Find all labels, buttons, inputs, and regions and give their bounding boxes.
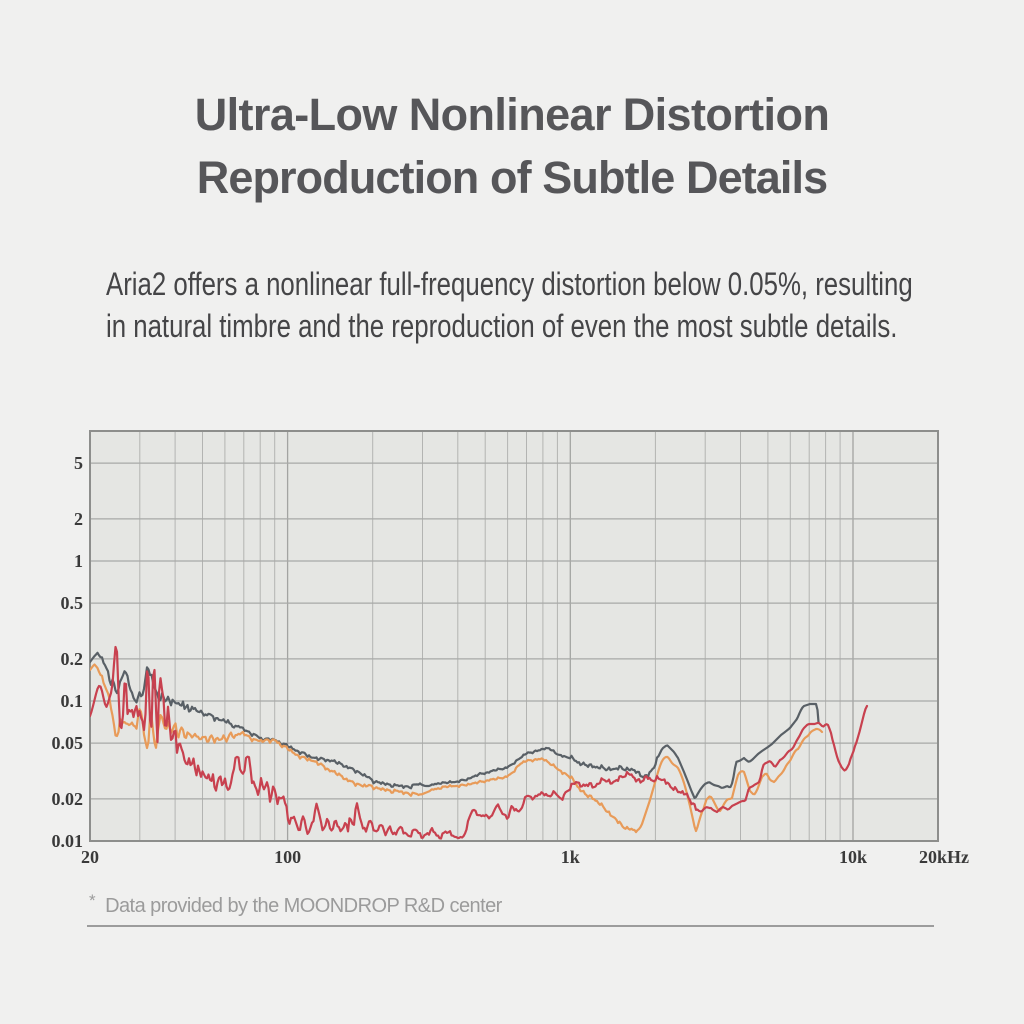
svg-text:10k: 10k bbox=[839, 847, 867, 867]
svg-text:0.05: 0.05 bbox=[52, 733, 84, 753]
svg-text:0.2: 0.2 bbox=[61, 649, 84, 669]
svg-text:1: 1 bbox=[74, 551, 83, 571]
svg-text:0.01: 0.01 bbox=[52, 831, 84, 851]
svg-text:20kHz: 20kHz bbox=[919, 847, 969, 867]
svg-text:0.1: 0.1 bbox=[61, 691, 84, 711]
svg-text:5: 5 bbox=[74, 453, 83, 473]
svg-text:20: 20 bbox=[81, 847, 99, 867]
svg-text:1k: 1k bbox=[561, 847, 580, 867]
svg-text:0.02: 0.02 bbox=[52, 789, 84, 809]
svg-text:2: 2 bbox=[74, 509, 83, 529]
svg-text:0.5: 0.5 bbox=[61, 593, 84, 613]
svg-text:100: 100 bbox=[274, 847, 301, 867]
